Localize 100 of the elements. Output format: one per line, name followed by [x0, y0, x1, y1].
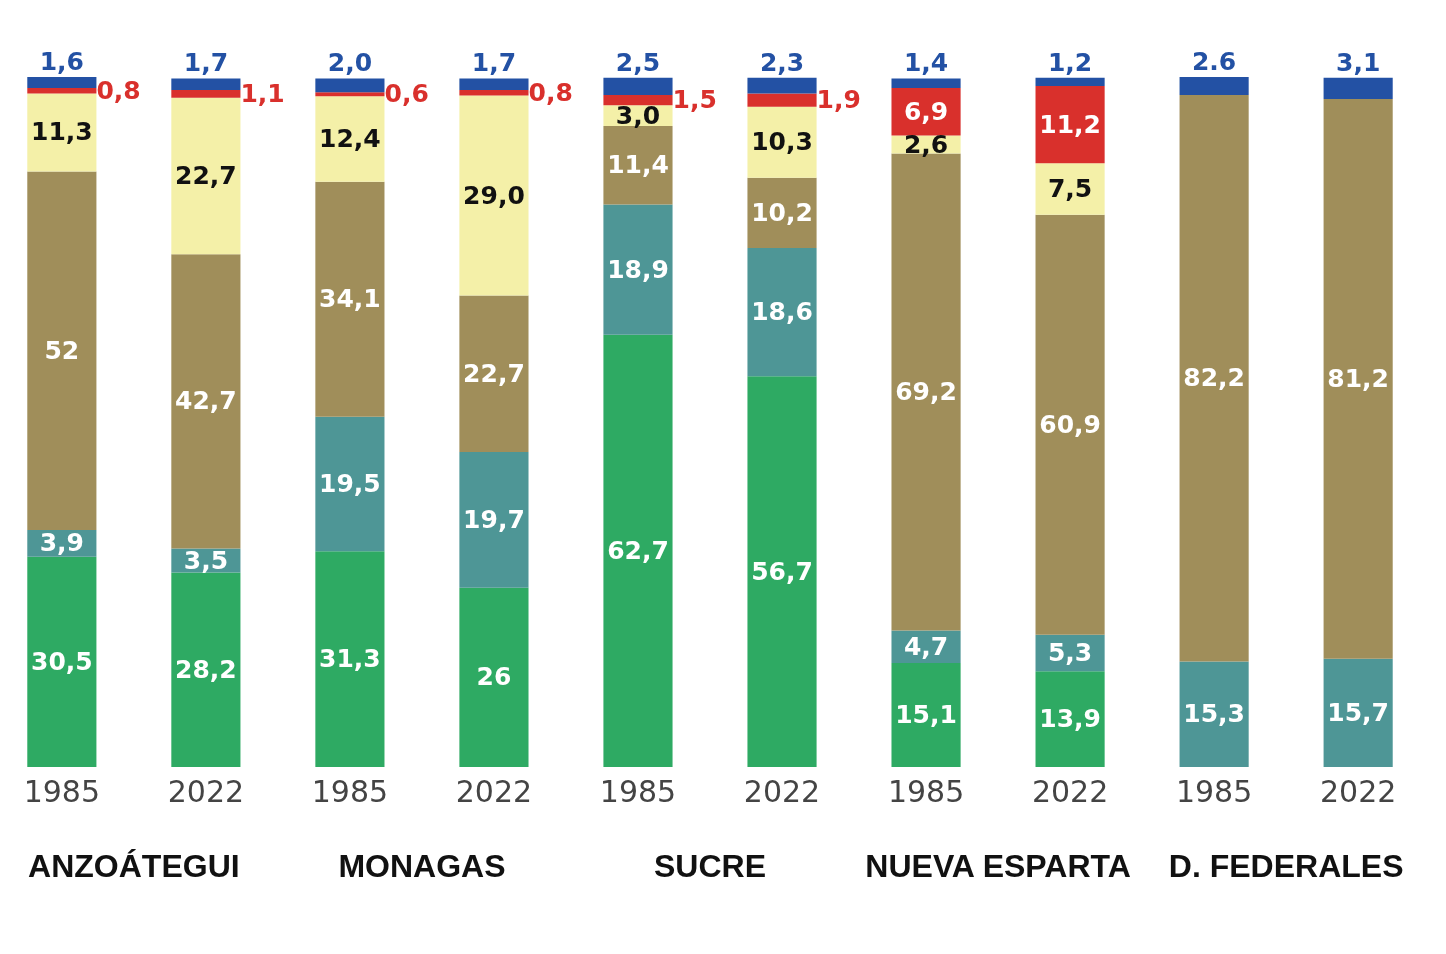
- bar: [459, 587, 529, 767]
- x-tick-label: 1985: [311, 773, 389, 809]
- bar: [1035, 163, 1105, 215]
- data-label: 52: [44, 335, 80, 365]
- bar: [171, 97, 241, 255]
- data-label: 19,7: [463, 504, 525, 534]
- data-label: 10,3: [751, 127, 813, 157]
- bar: [603, 94, 673, 106]
- data-label: 11,3: [31, 117, 93, 147]
- bar: [1035, 214, 1105, 635]
- data-label: 3,5: [183, 545, 229, 575]
- x-tick-label: 2022: [1031, 773, 1109, 809]
- bar: [171, 90, 241, 98]
- bar: [27, 171, 97, 530]
- bar: [459, 78, 529, 91]
- data-label: 0,6: [384, 79, 429, 109]
- bar: [1035, 85, 1105, 164]
- bar: [1179, 77, 1249, 95]
- text: ANZOÁTEGUI: [28, 848, 240, 884]
- data-label: 11,2: [1039, 109, 1101, 139]
- text: D. FEDERALES: [1168, 848, 1404, 884]
- data-label: 1,2: [1047, 47, 1093, 77]
- bar: [891, 78, 961, 89]
- data-label: 12,4: [319, 124, 381, 154]
- bar: [1323, 658, 1393, 767]
- data-label: 22,7: [463, 358, 525, 388]
- bar: [315, 92, 385, 97]
- data-label: 1,4: [903, 48, 949, 78]
- data-label: 3,9: [39, 528, 84, 558]
- data-label: 7,5: [1047, 174, 1093, 204]
- data-label: 10,2: [751, 197, 813, 227]
- data-label: 0,8: [96, 75, 141, 105]
- data-label: 0,8: [528, 77, 573, 107]
- data-label: 82,2: [1183, 363, 1245, 393]
- data-label: 26: [476, 662, 512, 692]
- data-label: 1,1: [240, 78, 285, 108]
- data-label: 22,7: [175, 160, 237, 190]
- bar: [747, 77, 817, 94]
- bar: [171, 254, 241, 549]
- x-tick-label: 1985: [887, 773, 965, 809]
- bar: [603, 334, 673, 767]
- data-label: 3,0: [615, 100, 661, 130]
- text: NUEVA ESPARTA: [865, 848, 1131, 884]
- bar: [459, 90, 529, 96]
- data-label: 2,6: [903, 129, 949, 159]
- data-label: 81,2: [1327, 363, 1389, 393]
- data-label: 1,6: [39, 47, 84, 76]
- bar: [747, 376, 817, 767]
- data-label: 18,9: [607, 254, 669, 284]
- bar: [1323, 77, 1393, 100]
- data-label: 19,5: [319, 469, 381, 499]
- data-label: 42,7: [175, 386, 237, 416]
- bar: [171, 78, 241, 91]
- bar: [747, 93, 817, 107]
- bar: [315, 181, 385, 417]
- bar: [315, 551, 385, 767]
- text: MONAGAS: [338, 848, 506, 884]
- bar: [1179, 661, 1249, 767]
- bar: [315, 78, 385, 93]
- data-label: 2,3: [759, 47, 805, 77]
- data-label: 69,2: [895, 377, 957, 407]
- data-label: 56,7: [751, 556, 813, 586]
- bar: [1323, 99, 1393, 659]
- bar: [1035, 671, 1105, 767]
- data-label: 60,9: [1039, 409, 1101, 439]
- bar: [171, 572, 241, 767]
- data-label: 13,9: [1039, 704, 1101, 734]
- bar: [459, 451, 529, 588]
- data-label: 15,3: [1183, 699, 1245, 729]
- bar: [891, 662, 961, 767]
- data-label: 4,7: [903, 631, 949, 661]
- data-label: 3,1: [1336, 47, 1381, 77]
- x-tick-label: 2022: [1319, 773, 1397, 809]
- x-tick-label: 1985: [599, 773, 677, 809]
- data-label: 34,1: [319, 284, 381, 314]
- bar: [27, 88, 97, 94]
- bar: [603, 77, 673, 95]
- data-label: 6,9: [903, 96, 949, 126]
- data-label: 2.6: [1191, 47, 1237, 76]
- bar: [315, 416, 385, 552]
- data-label: 15,1: [895, 699, 957, 729]
- data-label: 62,7: [607, 535, 669, 565]
- x-tick-label: 1985: [23, 773, 101, 809]
- data-label: 18,6: [751, 297, 813, 327]
- data-label: 5,3: [1047, 637, 1093, 667]
- bar: [747, 106, 817, 178]
- data-label: 29,0: [463, 180, 525, 210]
- x-tick-label: 2022: [455, 773, 533, 809]
- data-label: 1,7: [183, 48, 229, 78]
- text: SUCRE: [653, 848, 767, 884]
- bar: [27, 77, 97, 89]
- data-label: 31,3: [319, 644, 381, 674]
- data-label: 2,5: [615, 47, 661, 77]
- x-tick-label: 2022: [167, 773, 245, 809]
- x-tick-label: 1985: [1175, 773, 1253, 809]
- data-label: 15,7: [1327, 697, 1389, 727]
- data-label: 2,0: [327, 48, 373, 78]
- bar: [747, 247, 817, 377]
- bar: [315, 96, 385, 182]
- data-label: 1,7: [471, 48, 517, 78]
